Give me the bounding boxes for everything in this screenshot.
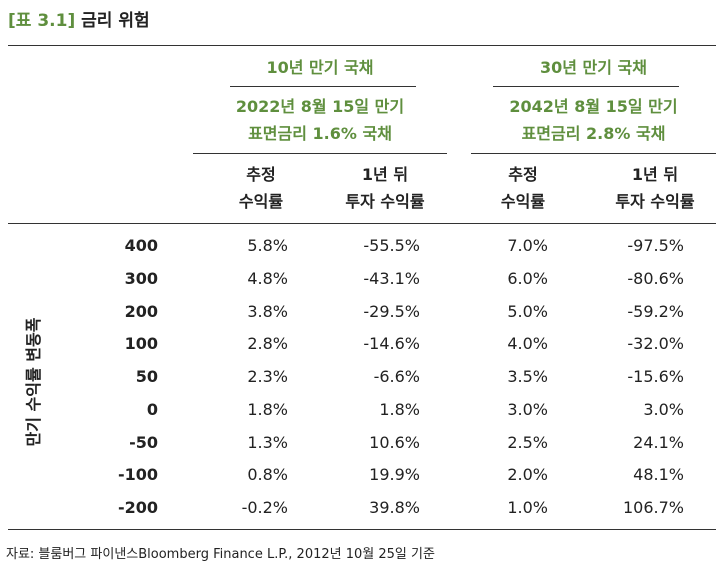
table-bottom-rule: [8, 529, 716, 530]
row-label: 50: [135, 367, 158, 386]
table-cell: 3.0%: [643, 400, 684, 419]
table-cell: 2.3%: [247, 367, 288, 386]
table-cell: 2.0%: [507, 465, 548, 484]
table-cell: 5.0%: [507, 302, 548, 321]
row-label: -50: [129, 433, 158, 452]
source-note: 자료: 블룸버그 파이낸스Bloomberg Finance L.P., 201…: [6, 547, 435, 562]
table-cell: -59.2%: [627, 302, 684, 321]
table-cell: 48.1%: [633, 465, 684, 484]
table-cell: 2.5%: [507, 433, 548, 452]
column-header: 추정 수익률: [500, 165, 546, 211]
table-cell: 2.8%: [247, 334, 288, 353]
table-cell: 4.0%: [507, 334, 548, 353]
table-cell: -55.5%: [363, 236, 420, 255]
table-cell: -15.6%: [627, 367, 684, 386]
table-cell: 7.0%: [507, 236, 548, 255]
table-cell: 4.8%: [247, 269, 288, 288]
group-30y-name-rule: [493, 86, 679, 87]
row-label: -200: [117, 498, 158, 517]
group-10y-name: 10년 만기 국채: [266, 58, 374, 77]
row-label: 400: [124, 236, 158, 255]
table-cell: 39.8%: [369, 498, 420, 517]
table-title: [표 3.1] 금리 위험: [8, 6, 150, 31]
table-cell: 10.6%: [369, 433, 420, 452]
table-cell: 3.8%: [247, 302, 288, 321]
row-label: 200: [124, 302, 158, 321]
table-cell: 0.8%: [247, 465, 288, 484]
table-cell: -14.6%: [363, 334, 420, 353]
table-cell: 1.3%: [247, 433, 288, 452]
group-30y-desc-1: 2042년 8월 15일 만기: [509, 97, 678, 116]
row-label: 100: [124, 334, 158, 353]
table-cell: 1.0%: [507, 498, 548, 517]
table-cell: 106.7%: [622, 498, 684, 517]
table-cell: 1.8%: [247, 400, 288, 419]
table-cell: -32.0%: [627, 334, 684, 353]
row-label: 300: [124, 269, 158, 288]
table-cell: -80.6%: [627, 269, 684, 288]
table-cell: 3.5%: [507, 367, 548, 386]
table-number: [표 3.1]: [8, 11, 76, 31]
group-10y-name-rule: [230, 86, 416, 87]
group-30y-desc-2: 표면금리 2.8% 국채: [521, 124, 666, 143]
group-10y-desc-1: 2022년 8월 15일 만기: [235, 97, 405, 116]
row-label: -100: [117, 465, 158, 484]
table-cell: 5.8%: [247, 236, 288, 255]
table-cell: 19.9%: [369, 465, 420, 484]
column-header: 1년 뒤 투자 수익률: [345, 165, 425, 211]
table-cell: -0.2%: [241, 498, 288, 517]
table-cell: -43.1%: [363, 269, 420, 288]
table-cell: -6.6%: [373, 367, 420, 386]
table-cell: 24.1%: [633, 433, 684, 452]
header-bottom-rule: [8, 223, 716, 224]
table-cell: 1.8%: [379, 400, 420, 419]
table-cell: 6.0%: [507, 269, 548, 288]
group-10y-desc-2: 표면금리 1.6% 국채: [248, 124, 392, 143]
axis-label: 만기 수익률 변동폭: [24, 317, 43, 447]
group-30y-rule: [471, 153, 716, 154]
column-header: 1년 뒤 투자 수익률: [615, 165, 695, 211]
table-cell: 3.0%: [507, 400, 548, 419]
table-cell: -29.5%: [363, 302, 420, 321]
column-header: 추정 수익률: [238, 165, 284, 211]
top-rule: [8, 45, 716, 46]
group-10y-rule: [193, 153, 447, 154]
table-cell: -97.5%: [627, 236, 684, 255]
group-30y-name: 30년 만기 국채: [539, 58, 647, 77]
row-label: 0: [146, 400, 158, 419]
table-name: 금리 위험: [81, 11, 150, 31]
